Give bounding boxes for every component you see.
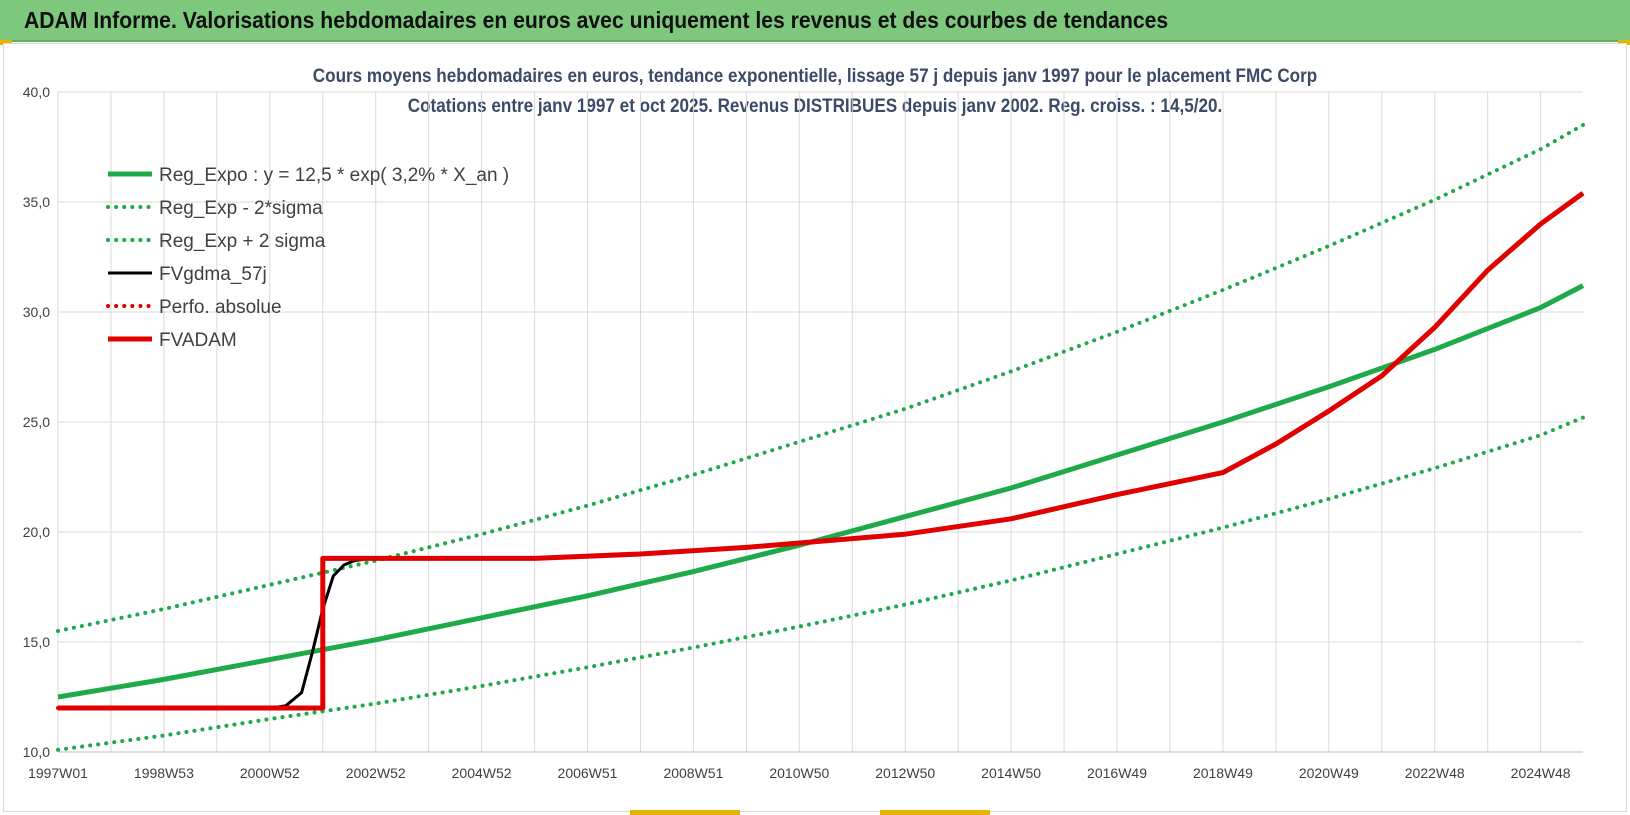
x-tick-label: 2002W52 xyxy=(346,765,406,781)
x-tick-label: 2000W52 xyxy=(240,765,300,781)
x-tick-label: 2014W50 xyxy=(981,765,1041,781)
grid-layer xyxy=(57,91,1583,753)
legend-label: Reg_Expo : y = 12,5 * exp( 3,2% * X_an ) xyxy=(159,165,509,186)
x-tick-label: 1997W01 xyxy=(28,765,88,781)
y-tick-label: 15,0 xyxy=(23,634,50,650)
page-title: ADAM Informe. Valorisations hebdomadaire… xyxy=(24,7,1169,33)
y-tick-label: 20,0 xyxy=(23,524,50,540)
y-tick-label: 25,0 xyxy=(23,414,50,430)
y-tick-label: 40,0 xyxy=(23,84,50,100)
legend-label: Perfo. absolue xyxy=(159,297,282,318)
x-tick-label: 2010W50 xyxy=(769,765,829,781)
y-tick-label: 10,0 xyxy=(23,744,50,760)
x-tick-label: 2020W49 xyxy=(1299,765,1359,781)
chart-frame xyxy=(3,43,1627,812)
series-line-0 xyxy=(57,283,1585,700)
chart-title-line1: Cours moyens hebdomadaires en euros, ten… xyxy=(312,66,1318,87)
x-tick-label: 2016W49 xyxy=(1087,765,1147,781)
chart-title-line2: Cotations entre janv 1997 et oct 2025. R… xyxy=(407,96,1223,117)
x-tick-label: 2004W52 xyxy=(452,765,512,781)
legend-label: FVgdma_57j xyxy=(159,264,267,285)
series-line-1 xyxy=(56,415,1585,752)
x-tick-label: 2018W49 xyxy=(1193,765,1253,781)
series-line-4 xyxy=(56,191,1585,710)
bottom-marker-2 xyxy=(880,810,990,815)
legend-label: Reg_Exp + 2 sigma xyxy=(159,231,326,252)
bottom-marker-1 xyxy=(630,810,740,815)
legend: Reg_Expo : y = 12,5 * exp( 3,2% * X_an )… xyxy=(106,165,509,351)
series-line-5 xyxy=(58,191,1585,711)
x-tick-label: 2008W51 xyxy=(663,765,723,781)
x-tick-label: 2024W48 xyxy=(1511,765,1571,781)
x-tick-label: 2022W48 xyxy=(1405,765,1465,781)
x-tick-label: 2006W51 xyxy=(558,765,618,781)
header-bar: ADAM Informe. Valorisations hebdomadaire… xyxy=(0,0,1630,42)
legend-label: FVADAM xyxy=(159,330,237,351)
y-tick-label: 35,0 xyxy=(23,194,50,210)
x-tick-label: 2012W50 xyxy=(875,765,935,781)
series-line-3 xyxy=(58,191,1584,710)
y-tick-label: 30,0 xyxy=(23,304,50,320)
axis-layer: 10,0 15,0 20,0 25,0 30,0 35,0 40,0 1997W01 1998W… xyxy=(23,84,1583,781)
corner-marker-left xyxy=(0,40,12,45)
legend-label: Reg_Exp - 2*sigma xyxy=(159,198,323,219)
x-tick-label: 1998W53 xyxy=(134,765,194,781)
series-layer xyxy=(56,123,1585,752)
corner-marker-right xyxy=(1618,40,1630,45)
